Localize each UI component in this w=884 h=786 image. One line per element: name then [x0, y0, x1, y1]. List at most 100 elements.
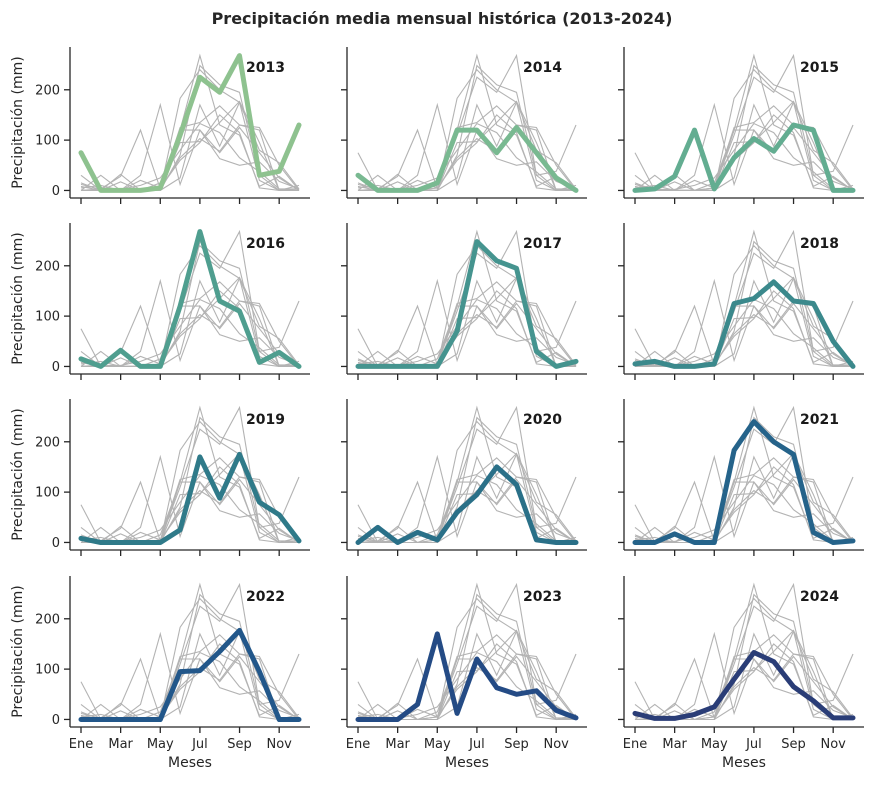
panel-year-label: 2018 [800, 236, 839, 252]
background-series-line-2016 [357, 53, 577, 192]
background-series-line-2021 [635, 68, 854, 191]
x-axis-title: Meses [168, 755, 212, 771]
x-tick-label: Jul [745, 737, 762, 752]
panel-year-label: 2016 [246, 236, 285, 252]
background-series-line-2020 [634, 466, 853, 544]
background-series-line-2021 [358, 420, 577, 544]
x-tick-label: Nov [266, 737, 292, 752]
background-series-line-2024 [634, 474, 853, 542]
background-series-line-2020 [357, 114, 576, 192]
background-series-line-2015 [634, 476, 853, 544]
x-axis-title: Meses [722, 755, 766, 771]
highlight-series-line-2020 [355, 464, 579, 545]
background-series-line-2023 [635, 102, 854, 191]
background-series-line-2015 [80, 124, 299, 191]
background-series-line-2016 [634, 229, 854, 368]
x-tick-label: Sep [781, 737, 806, 752]
background-series-line-2024 [80, 298, 299, 366]
background-series-line-2020 [80, 290, 299, 368]
highlight-series-line-2024 [632, 650, 856, 721]
y-axis-title: Precipitación (mm) [10, 408, 26, 540]
panel-year-label: 2017 [523, 236, 562, 252]
highlight-series-line-2021 [632, 419, 856, 545]
y-tick-label: 100 [35, 310, 60, 325]
panel-year-label: 2024 [800, 589, 839, 605]
panel-year-label: 2022 [246, 589, 285, 605]
panel-2022: 0 100 200 Ene Mar May Jul Sep Nov 2022 Precipitaci… [10, 576, 310, 771]
background-series-line-2020 [80, 643, 299, 721]
y-tick-label: 100 [35, 134, 60, 149]
background-series-line-2015 [357, 653, 576, 721]
background-series-line-2021 [358, 244, 577, 367]
y-tick-label: 0 [52, 184, 60, 199]
panel-2021: 2021 [618, 399, 864, 556]
x-tick-label: Mar [662, 737, 687, 752]
x-tick-label: May [424, 737, 451, 752]
background-series-line-2020 [80, 114, 299, 192]
panel-2018: 2018 [618, 223, 864, 380]
panel-year-label: 2021 [800, 412, 839, 428]
highlight-series-line-2018 [632, 279, 856, 369]
y-axis-title: Precipitación (mm) [10, 232, 26, 364]
x-tick-label: Ene [346, 737, 370, 752]
x-tick-label: Nov [543, 737, 569, 752]
panel-year-label: 2020 [523, 412, 562, 428]
background-series-line-2021 [358, 597, 577, 721]
background-series-line-2016 [80, 582, 300, 721]
panel-2024: Ene Mar May Jul Sep Nov 2024 Meses [618, 576, 864, 771]
y-tick-label: 200 [35, 612, 60, 627]
chart-title: Precipitación media mensual histórica (2… [212, 9, 673, 28]
x-axis-title: Meses [445, 755, 489, 771]
background-series-line-2015 [80, 653, 299, 721]
background-series-line-2021 [358, 68, 577, 191]
x-tick-label: May [701, 737, 728, 752]
panel-2023: Ene Mar May Jul Sep Nov 2023 Meses [341, 576, 587, 771]
panel-2020: 2020 [341, 399, 587, 556]
background-series-line-2023 [635, 454, 854, 544]
background-series-line-2016 [357, 582, 577, 721]
x-tick-label: Ene [69, 737, 93, 752]
panel-2013: 0 100 200 2013 Precipitación (mm) [10, 47, 310, 204]
highlight-series-line-2013 [78, 53, 302, 193]
x-tick-label: Nov [820, 737, 846, 752]
background-series-line-2021 [81, 597, 300, 721]
background-series-line-2021 [635, 244, 854, 367]
y-tick-label: 200 [35, 83, 60, 98]
background-series-line-2016 [357, 405, 577, 544]
panel-year-label: 2014 [523, 60, 562, 76]
y-tick-label: 0 [52, 360, 60, 375]
y-tick-label: 100 [35, 486, 60, 501]
panel-year-label: 2023 [523, 589, 562, 605]
small-multiples-grid: 0 100 200 2013 Precipitación (mm) 2014 2015 0 10… [10, 47, 864, 771]
x-tick-label: Sep [504, 737, 529, 752]
background-series-line-2023 [81, 278, 300, 367]
y-axis-title: Precipitación (mm) [10, 56, 26, 188]
background-series-line-2016 [357, 229, 577, 368]
y-tick-label: 0 [52, 536, 60, 551]
background-series-line-2021 [635, 597, 854, 721]
highlight-series-line-2014 [355, 125, 579, 193]
highlight-series-line-2017 [355, 239, 579, 369]
y-tick-label: 200 [35, 435, 60, 450]
x-tick-label: Mar [108, 737, 133, 752]
background-series-line-2015 [634, 653, 853, 721]
background-series-line-2024 [634, 122, 853, 190]
panel-year-label: 2015 [800, 60, 839, 76]
background-series-line-2015 [357, 300, 576, 367]
x-tick-label: Jul [191, 737, 208, 752]
x-tick-label: Sep [227, 737, 252, 752]
highlight-series-line-2019 [78, 451, 302, 545]
panel-year-label: 2019 [246, 412, 285, 428]
background-series-line-2021 [81, 68, 300, 191]
highlight-series-line-2023 [355, 631, 579, 722]
background-series-line-2015 [357, 124, 576, 191]
background-series-line-2020 [80, 466, 299, 544]
y-tick-label: 100 [35, 663, 60, 678]
background-series-line-2015 [634, 300, 853, 367]
y-tick-label: 0 [52, 713, 60, 728]
panel-2017: 2017 [341, 223, 587, 380]
x-tick-label: May [147, 737, 174, 752]
x-tick-label: Ene [623, 737, 647, 752]
highlight-series-line-2015 [632, 122, 856, 193]
